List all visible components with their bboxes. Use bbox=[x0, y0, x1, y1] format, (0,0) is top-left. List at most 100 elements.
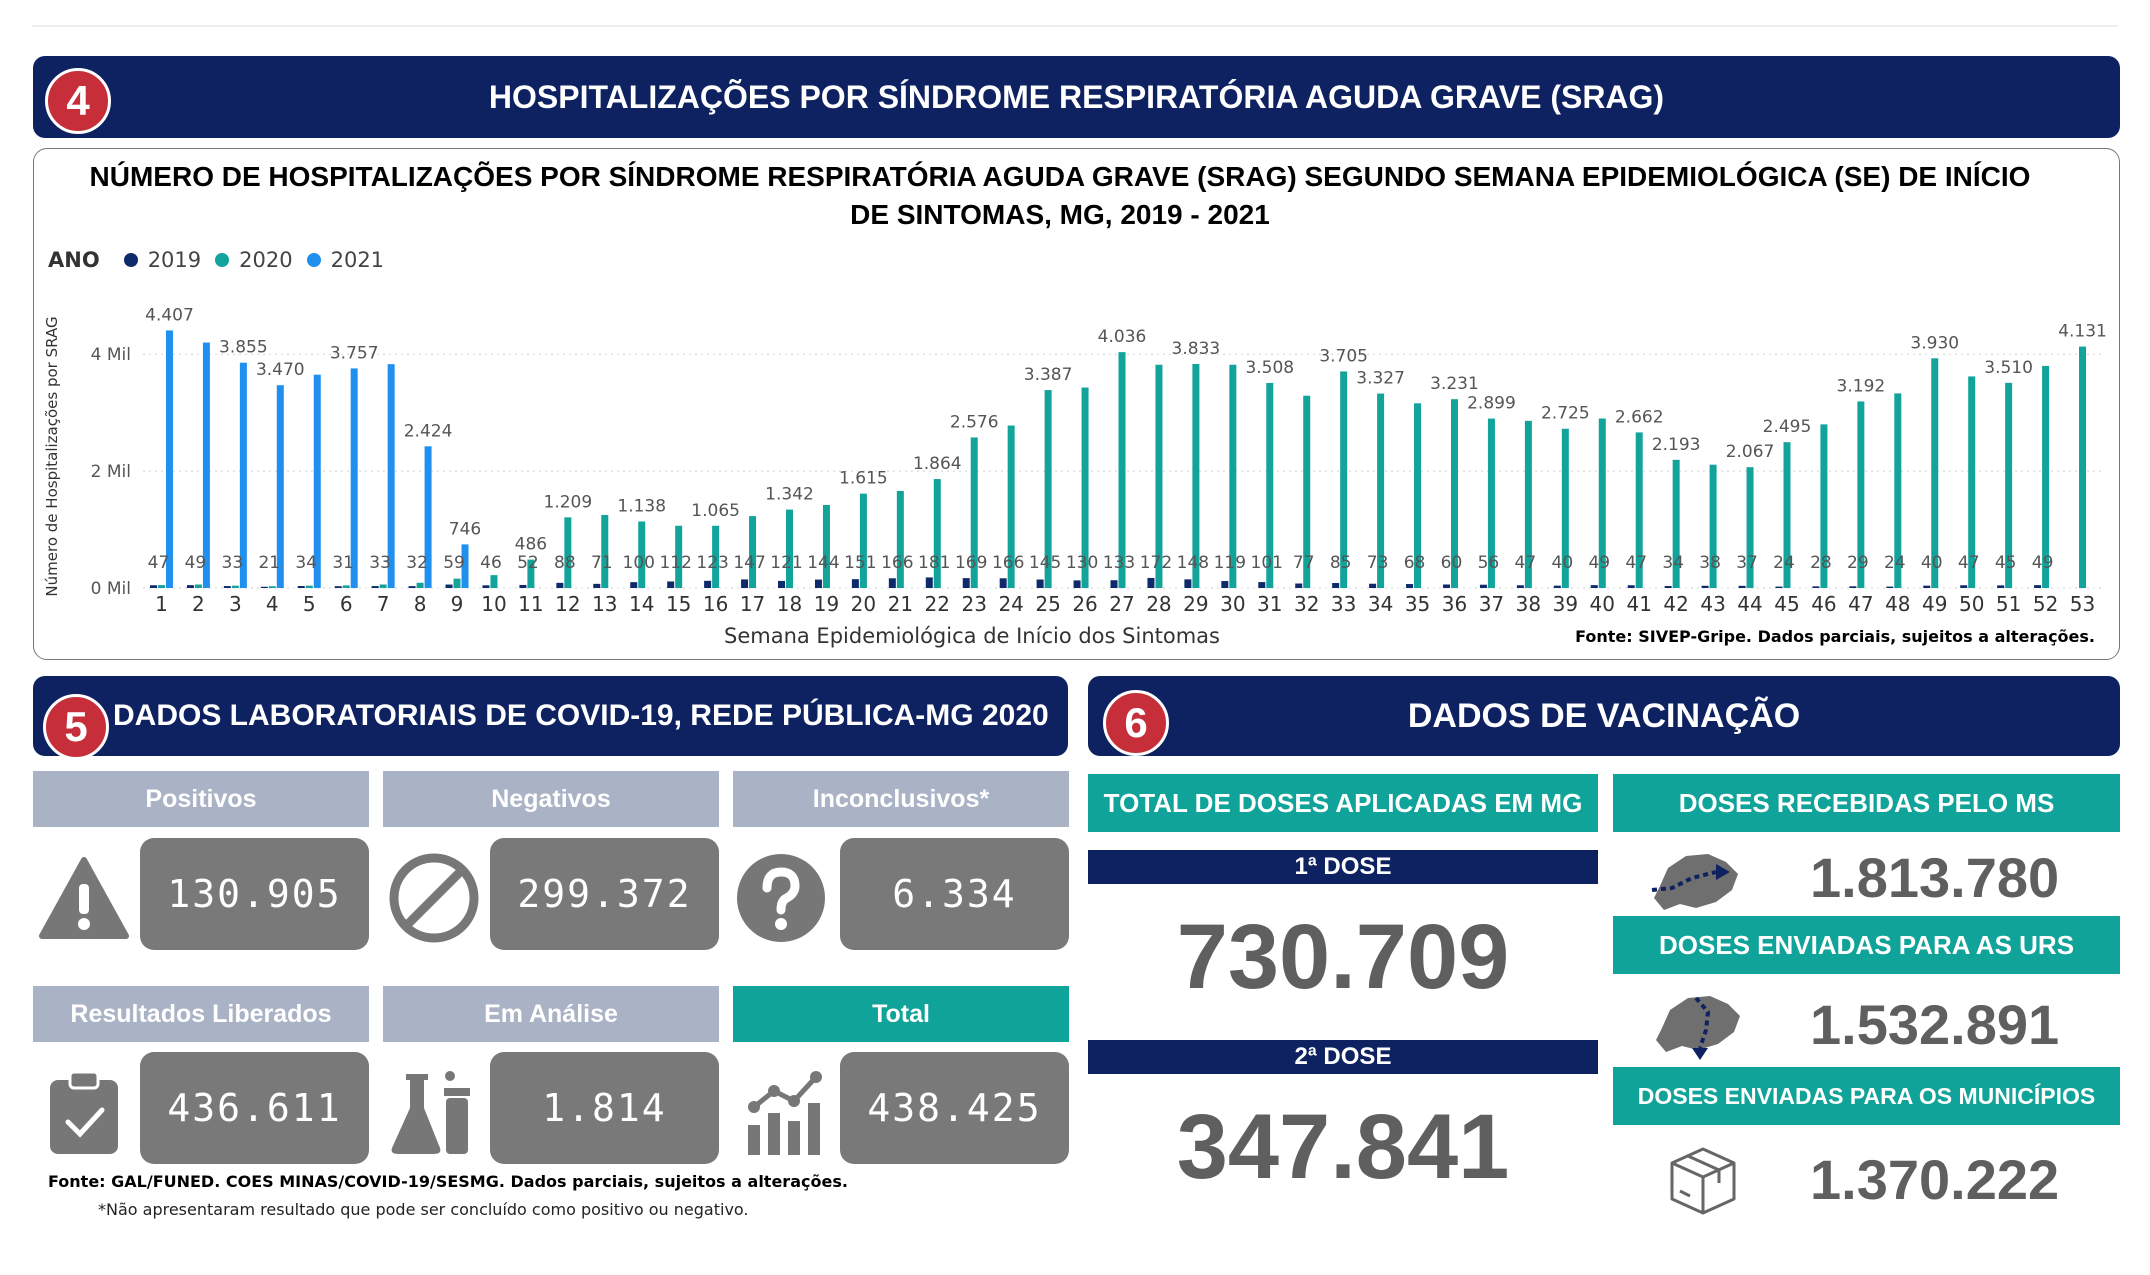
bar-2019-se40 bbox=[1590, 585, 1598, 588]
x-tick-label: 3 bbox=[229, 592, 242, 616]
data-label-2020: 1.615 bbox=[839, 469, 888, 489]
data-label-2020: 1.342 bbox=[765, 485, 814, 505]
data-label-2020: 3.510 bbox=[1984, 358, 2033, 378]
legend-label-2020[interactable]: 2020 bbox=[239, 248, 293, 272]
data-label-2020: 3.508 bbox=[1245, 358, 1294, 378]
x-tick-label: 10 bbox=[481, 592, 506, 616]
data-label-2019: 34 bbox=[295, 553, 317, 573]
data-label-2019: 166 bbox=[992, 553, 1024, 573]
data-label-2019: 121 bbox=[770, 553, 802, 573]
data-label-2019: 169 bbox=[955, 553, 987, 573]
bar-2019-se25 bbox=[1036, 579, 1044, 588]
bar-2020-se47 bbox=[1857, 401, 1865, 588]
x-axis-label: Semana Epidemiológica de Início dos Sint… bbox=[724, 624, 1220, 648]
x-tick-label: 30 bbox=[1220, 592, 1245, 616]
data-label-2020: 3.705 bbox=[1319, 346, 1368, 366]
bar-2019-se36 bbox=[1442, 584, 1450, 588]
section5-badge: 5 bbox=[43, 694, 109, 760]
data-label-2020: 3.327 bbox=[1356, 369, 1405, 389]
bar-2020-se48 bbox=[1894, 393, 1902, 588]
x-tick-label: 45 bbox=[1774, 592, 1799, 616]
bar-2019-se45 bbox=[1775, 586, 1783, 588]
data-label-2019: 21 bbox=[258, 553, 280, 573]
x-tick-label: 15 bbox=[666, 592, 691, 616]
x-tick-label: 51 bbox=[1996, 592, 2021, 616]
bar-2021-se6 bbox=[350, 368, 358, 588]
data-label-2020: 1.138 bbox=[617, 496, 666, 516]
bar-2019-se8 bbox=[408, 586, 416, 588]
x-tick-label: 39 bbox=[1553, 592, 1578, 616]
bar-2020-se36 bbox=[1450, 399, 1458, 588]
bar-2019-se38 bbox=[1516, 585, 1524, 588]
bar-2020-se39 bbox=[1561, 428, 1569, 588]
x-tick-label: 18 bbox=[777, 592, 802, 616]
x-tick-label: 52 bbox=[2033, 592, 2058, 616]
x-tick-label: 14 bbox=[629, 592, 654, 616]
bar-2019-se20 bbox=[851, 579, 859, 588]
data-label-2019: 144 bbox=[807, 553, 839, 573]
bar-2020-se21 bbox=[896, 490, 904, 588]
bar-2020-se35 bbox=[1414, 403, 1422, 588]
bar-2020-se27 bbox=[1118, 352, 1126, 588]
data-label-2021: 3.470 bbox=[256, 360, 305, 380]
kpi-header-inconclusivos: Inconclusivos* bbox=[733, 771, 1069, 827]
bar-2020-se15 bbox=[675, 525, 683, 588]
data-label-2021: 3.757 bbox=[330, 343, 379, 363]
bar-2019-se24 bbox=[999, 578, 1007, 588]
legend-swatch-2019 bbox=[123, 253, 138, 267]
x-tick-label: 27 bbox=[1109, 592, 1134, 616]
data-label-2019: 166 bbox=[881, 553, 913, 573]
bar-2020-se40 bbox=[1598, 418, 1606, 588]
x-tick-label: 5 bbox=[303, 592, 316, 616]
x-tick-label: 43 bbox=[1700, 592, 1725, 616]
x-tick-label: 13 bbox=[592, 592, 617, 616]
x-tick-label: 7 bbox=[377, 592, 390, 616]
x-tick-label: 42 bbox=[1663, 592, 1688, 616]
bar-2019-se22 bbox=[925, 577, 933, 588]
legend-label-2019[interactable]: 2019 bbox=[147, 248, 202, 272]
bar-2019-se15 bbox=[667, 581, 675, 588]
x-tick-label: 12 bbox=[555, 592, 580, 616]
bar-2019-se49 bbox=[1923, 585, 1931, 588]
bar-2019-se7 bbox=[371, 586, 379, 588]
dose1-header: 1ª DOSE bbox=[1088, 850, 1598, 884]
bar-2020-se29 bbox=[1192, 363, 1200, 588]
kpi-header-total: Total bbox=[733, 986, 1069, 1042]
mg-map-urs-icon bbox=[1656, 996, 1740, 1060]
data-label-2019: 71 bbox=[591, 553, 613, 573]
data-label-2019: 59 bbox=[443, 553, 465, 573]
sent-urs-value: 1.532.891 bbox=[1810, 993, 2060, 1056]
bar-2020-se43 bbox=[1709, 464, 1717, 588]
legend-label-2021[interactable]: 2021 bbox=[330, 248, 385, 272]
kpi-value-em-analise: 1.814 bbox=[490, 1052, 719, 1164]
data-label-2019: 172 bbox=[1140, 553, 1172, 573]
bar-2020-se4 bbox=[268, 586, 276, 588]
data-label-2019: 34 bbox=[1662, 553, 1684, 573]
data-label-2019: 100 bbox=[623, 553, 655, 573]
data-label-2020: 2.495 bbox=[1763, 417, 1812, 437]
x-tick-label: 50 bbox=[1959, 592, 1984, 616]
dose1-value: 730.709 bbox=[1176, 906, 1510, 1008]
data-label-2019: 101 bbox=[1251, 553, 1283, 573]
total-doses-header: TOTAL DE DOSES APLICADAS EM MG bbox=[1088, 774, 1598, 832]
bar-2020-se8 bbox=[416, 582, 424, 588]
growth-chart-icon bbox=[738, 1065, 834, 1161]
data-label-2020: 3.231 bbox=[1430, 374, 1479, 394]
bar-2021-se7 bbox=[387, 364, 395, 588]
x-tick-label: 26 bbox=[1072, 592, 1097, 616]
bar-2020-se30 bbox=[1229, 364, 1237, 588]
bar-2020-se7 bbox=[379, 584, 387, 588]
data-label-2020: 3.387 bbox=[1024, 365, 1073, 385]
data-label-2019: 148 bbox=[1177, 553, 1209, 573]
data-label-2019: 31 bbox=[332, 553, 354, 573]
section6-banner: DADOS DE VACINAÇÃO bbox=[1088, 676, 2120, 756]
srag-bar-chart: 0 Mil 2 Mil 4 Mil Número de Hospitalizações… bbox=[43, 305, 2107, 648]
bar-2019-se11 bbox=[519, 584, 527, 588]
data-label-2019: 29 bbox=[1847, 553, 1869, 573]
data-label-2020: 4.131 bbox=[2058, 322, 2107, 342]
section4-banner: HOSPITALIZAÇÕES POR SÍNDROME RESPIRATÓRI… bbox=[33, 56, 2120, 138]
bar-2020-se23 bbox=[970, 437, 978, 588]
x-tick-label: 33 bbox=[1331, 592, 1356, 616]
kpi-header-negativos: Negativos bbox=[383, 771, 719, 827]
data-label-2019: 49 bbox=[2032, 553, 2054, 573]
